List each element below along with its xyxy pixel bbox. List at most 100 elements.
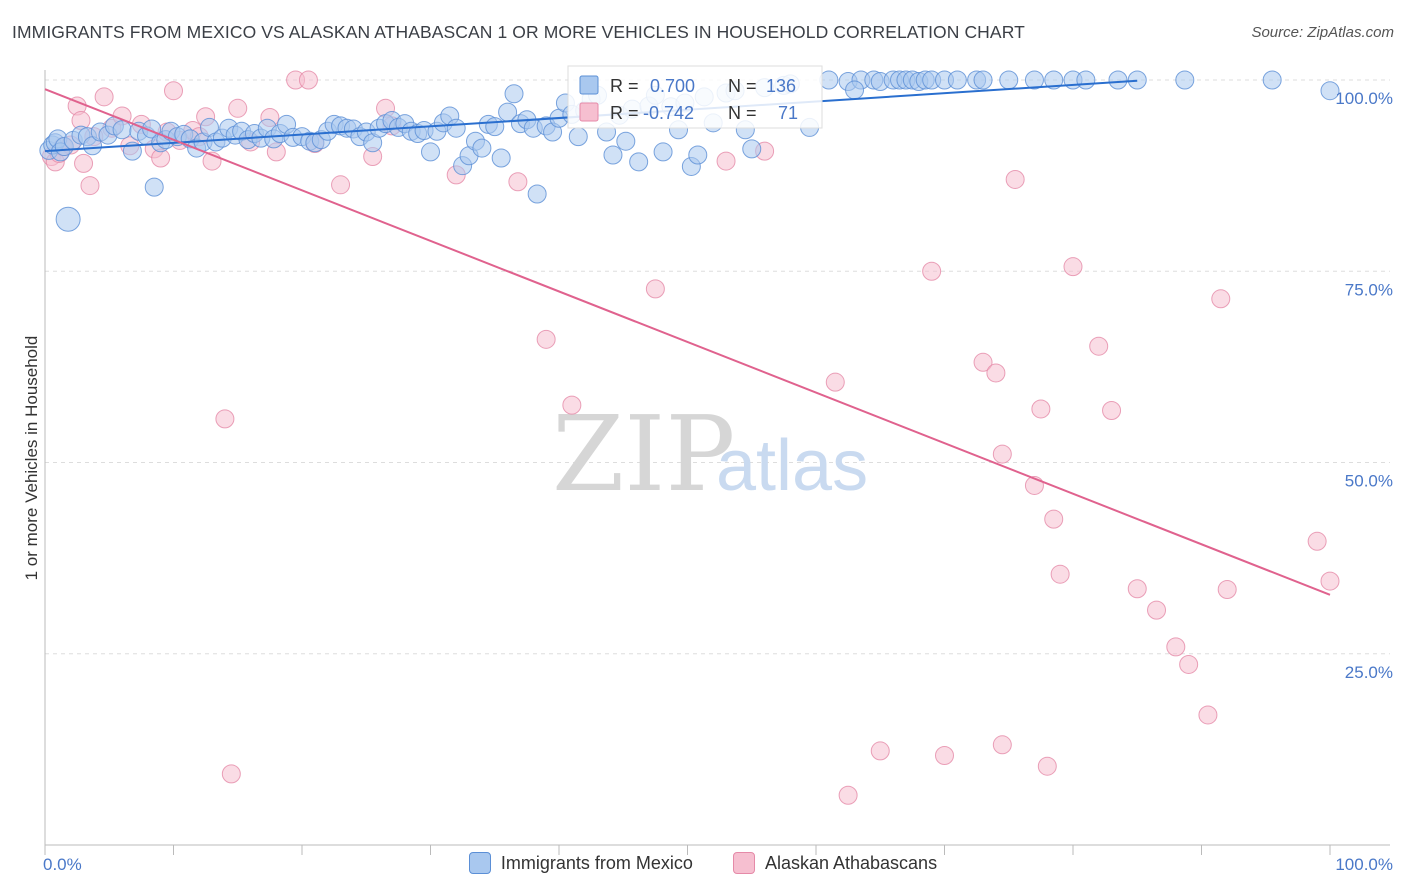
- point-pink-54: [1037, 756, 1057, 776]
- point-pink-64: [1198, 705, 1218, 725]
- point-blue-72: [485, 117, 505, 137]
- point-pink-63: [1179, 654, 1199, 674]
- point-blue-94: [629, 152, 649, 172]
- point-blue-62: [421, 142, 440, 162]
- point-pink-60: [1127, 579, 1147, 599]
- point-pink-39: [645, 279, 665, 299]
- point-pink-18: [164, 81, 183, 101]
- point-pink-10: [94, 87, 114, 107]
- point-blue-138: [1320, 81, 1340, 101]
- point-blue-85: [568, 127, 588, 147]
- point-pink-58: [1089, 336, 1109, 356]
- point-pink-25: [221, 764, 241, 784]
- point-pink-59: [1102, 400, 1122, 420]
- point-blue-97: [653, 142, 673, 162]
- point-blue-130: [1024, 70, 1044, 90]
- legend-n-value-2: 71: [778, 103, 798, 123]
- gridlines: [45, 79, 1390, 655]
- legend-item-immigrants-from-mexico[interactable]: Immigrants from Mexico: [468, 852, 693, 874]
- watermark-atlas: atlas: [716, 426, 868, 506]
- point-pink-43: [838, 785, 858, 805]
- legend-n-label-2: N =: [728, 103, 757, 123]
- legend-swatch-athabascans: [732, 852, 755, 874]
- point-blue-73: [491, 148, 511, 168]
- point-blue-102: [688, 145, 708, 165]
- legend-item-alaskan-athabascans[interactable]: Alaskan Athabascans: [732, 852, 938, 874]
- legend-swatch-pink: [579, 102, 599, 122]
- point-pink-42: [825, 372, 845, 392]
- point-pink-45: [922, 261, 942, 281]
- point-pink-48: [986, 363, 1006, 383]
- y-axis-label: 1 or more Vehicles in Household: [22, 336, 41, 581]
- point-blue-133: [1076, 70, 1096, 90]
- point-blue-19: [144, 177, 164, 197]
- y-tick-labels: 25.0% 50.0% 75.0% 100.0%: [1335, 89, 1393, 682]
- point-pink-70: [298, 70, 318, 90]
- point-pink-66: [1217, 579, 1237, 599]
- point-blue-128: [973, 70, 993, 90]
- point-pink-56: [1050, 564, 1070, 584]
- watermark-zip: ZIP: [552, 393, 735, 515]
- y-tick-label-1: 50.0%: [1345, 472, 1393, 491]
- point-blue-66: [446, 118, 466, 138]
- point-pink-8: [80, 176, 100, 196]
- point-blue-79: [527, 184, 547, 204]
- legend-label-athabascans: Alaskan Athabascans: [764, 852, 938, 873]
- y-tick-label-2: 75.0%: [1345, 280, 1393, 299]
- point-blue-14: [112, 120, 132, 140]
- point-pink-36: [508, 172, 528, 192]
- point-pink-61: [1147, 600, 1167, 620]
- legend-swatch-immigrants: [468, 852, 491, 874]
- point-pink-53: [1031, 399, 1051, 419]
- point-blue-75: [504, 84, 524, 104]
- point-pink-37: [536, 329, 556, 349]
- legend-swatch-blue: [579, 75, 599, 95]
- point-pink-44: [870, 741, 890, 761]
- legend-n-value-1: 136: [766, 76, 796, 96]
- trend-line-pink: [44, 88, 1331, 596]
- point-pink-67: [1307, 531, 1327, 551]
- point-blue-6: [55, 206, 81, 232]
- legend-n-label-1: N =: [728, 76, 757, 96]
- point-pink-24: [215, 409, 235, 429]
- point-pink-55: [1044, 509, 1064, 529]
- correlation-legend: R = 0.700 N = 136 R = -0.742 N = 71: [567, 65, 823, 129]
- point-pink-31: [331, 175, 351, 195]
- point-blue-136: [1175, 70, 1195, 90]
- legend-r-value-1: 0.700: [650, 76, 695, 96]
- point-pink-26: [228, 98, 248, 118]
- legend-r-label-1: R =: [610, 76, 639, 96]
- y-tick-label-0: 25.0%: [1345, 663, 1393, 682]
- point-pink-38: [562, 395, 582, 415]
- point-blue-70: [472, 138, 492, 158]
- point-pink-47: [973, 352, 993, 372]
- point-blue-135: [1127, 70, 1147, 90]
- axes: [44, 70, 1390, 855]
- point-pink-51: [1005, 169, 1025, 189]
- point-pink-49: [992, 444, 1012, 464]
- point-blue-139: [845, 80, 865, 100]
- point-pink-46: [935, 745, 954, 765]
- point-pink-62: [1166, 637, 1186, 657]
- point-blue-113: [819, 70, 839, 90]
- point-blue-126: [947, 70, 967, 90]
- point-blue-108: [742, 139, 762, 159]
- legend-label-immigrants: Immigrants from Mexico: [500, 852, 693, 873]
- point-blue-129: [999, 70, 1019, 90]
- x-tick-label-max: 100.0%: [1335, 855, 1393, 874]
- x-tick-label-min: 0.0%: [43, 855, 82, 874]
- point-pink-40: [716, 151, 736, 171]
- point-pink-57: [1063, 257, 1083, 277]
- point-pink-65: [1211, 289, 1231, 309]
- legend-r-label-2: R =: [610, 103, 639, 123]
- legend-r-value-2: -0.742: [643, 103, 694, 123]
- point-pink-68: [1320, 571, 1340, 591]
- x-tick-labels: 0.0% 100.0%: [43, 855, 1393, 874]
- point-blue-137: [1262, 70, 1282, 90]
- point-blue-90: [603, 145, 623, 165]
- y-tick-label-3: 100.0%: [1335, 89, 1393, 108]
- point-blue-131: [1044, 70, 1064, 90]
- point-blue-134: [1108, 70, 1128, 90]
- chart-title: IMMIGRANTS FROM MEXICO VS ALASKAN ATHABA…: [12, 22, 1025, 42]
